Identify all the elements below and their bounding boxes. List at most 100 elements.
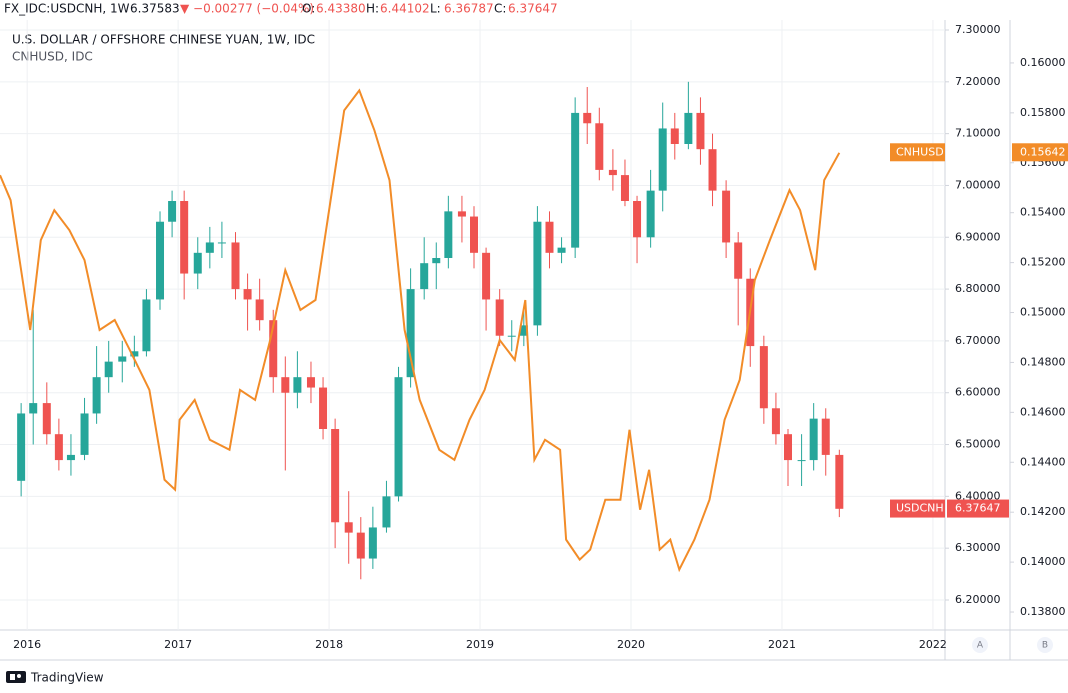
candle-body (331, 428, 340, 523)
candle-body (293, 377, 302, 393)
candle-body (420, 263, 429, 290)
series-tag (890, 143, 945, 162)
change: ▼ −0.00277 (−0.04%) (180, 2, 314, 16)
candle-body (646, 190, 655, 238)
y2-tick-label: 0.14200 (1020, 505, 1066, 518)
ohlc-value: 6.37647 (508, 2, 558, 16)
candle-body (495, 299, 504, 336)
candle-body (243, 289, 252, 300)
candle-body (368, 527, 377, 559)
x-tick-label: 2018 (315, 638, 343, 651)
candle-body (444, 211, 453, 258)
x-tick-label: 2020 (617, 638, 645, 651)
line (0, 88, 841, 573)
candle-body (306, 377, 315, 388)
x-tick-label: 2022 (919, 638, 947, 651)
candle-body (382, 496, 391, 528)
candle-body (821, 418, 830, 455)
candle-body (42, 403, 51, 435)
ohlc-key: L: (430, 2, 441, 16)
y2-tick-label: 0.15800 (1020, 106, 1066, 119)
symbol: FX_IDC:USDCNH, 1W (4, 2, 130, 16)
y-tick-label: 6.50000 (955, 438, 1001, 451)
candle-body (507, 335, 516, 337)
y-tick-label: 7.00000 (955, 178, 1001, 191)
y-tick-label: 7.30000 (955, 23, 1001, 36)
y2-tick-label: 0.16000 (1020, 56, 1066, 69)
candle-body (545, 221, 554, 253)
candle-body (470, 216, 479, 253)
y-tick-label: 6.30000 (955, 541, 1001, 554)
candle-body (255, 299, 264, 321)
y2-tick-label: 0.15000 (1020, 306, 1066, 319)
candle-body (17, 413, 26, 481)
candle-body (130, 351, 139, 357)
last-price: 6.37583 (130, 2, 180, 16)
ohlc-key: O: (302, 2, 315, 16)
last-value-tag (947, 499, 1009, 518)
y-tick-label: 7.10000 (955, 127, 1001, 140)
candle-body (797, 460, 806, 462)
y2-tick-label: 0.14800 (1020, 355, 1066, 368)
candle-body (684, 112, 693, 145)
candle-body (156, 221, 165, 300)
ohlc-value: 6.43380 (316, 2, 366, 16)
chart-title: U.S. DOLLAR / OFFSHORE CHINESE YUAN, 1W,… (12, 33, 315, 47)
ohlc-key: C: (494, 2, 506, 16)
candle-body (281, 377, 290, 393)
y2-tick-label: 0.14400 (1020, 455, 1066, 468)
candle-body (670, 128, 679, 145)
candle-body (571, 112, 580, 248)
series-name: USDCNH (896, 502, 944, 515)
candle-body (595, 123, 604, 170)
y2-tick-label: 0.15200 (1020, 256, 1066, 269)
y2-tick-label: 0.15400 (1020, 206, 1066, 219)
candle-body (66, 454, 75, 461)
candle-body (54, 434, 63, 461)
candle-body (432, 257, 441, 264)
candle-body (583, 112, 592, 124)
candle-body (104, 361, 113, 378)
candle-body (231, 242, 240, 290)
candle-body (394, 377, 403, 497)
candle-body (658, 128, 667, 191)
y-tick-label: 6.80000 (955, 282, 1001, 295)
candle-body (557, 247, 566, 253)
scale-button-label[interactable]: A (977, 641, 984, 651)
candle-body (608, 169, 617, 176)
candle-body (519, 325, 528, 336)
candle-body (633, 200, 642, 238)
candle-body (269, 320, 278, 378)
candle-body (319, 387, 328, 429)
logo (6, 671, 26, 683)
y-tick-label: 6.90000 (955, 230, 1001, 243)
candle-body (771, 408, 780, 435)
x-tick-label: 2017 (164, 638, 192, 651)
candle-body (734, 242, 743, 279)
candle-body (217, 242, 226, 244)
series-tag (890, 499, 945, 518)
candle-body (356, 532, 365, 559)
ohlc-value: 6.44102 (380, 2, 430, 16)
candle-body (809, 418, 818, 461)
last-value: 6.37647 (955, 502, 1001, 515)
last-value-tag (1012, 143, 1068, 162)
brand[interactable]: TradingView (30, 671, 104, 685)
candle-body (193, 252, 202, 274)
candle-body (722, 190, 731, 243)
candle-body (482, 252, 491, 300)
y2-tick-label: 0.14600 (1020, 405, 1066, 418)
scale-button-label[interactable]: B (1042, 641, 1048, 651)
candle-body (118, 356, 127, 362)
candle-body (620, 175, 629, 201)
scale-button (1037, 637, 1053, 653)
candle-body (759, 346, 768, 409)
scale-button (972, 637, 988, 653)
y-tick-label: 6.60000 (955, 386, 1001, 399)
ohlc-key: H: (366, 2, 379, 16)
series-name: CNHUSD (896, 145, 944, 158)
x-tick-label: 2021 (768, 638, 796, 651)
